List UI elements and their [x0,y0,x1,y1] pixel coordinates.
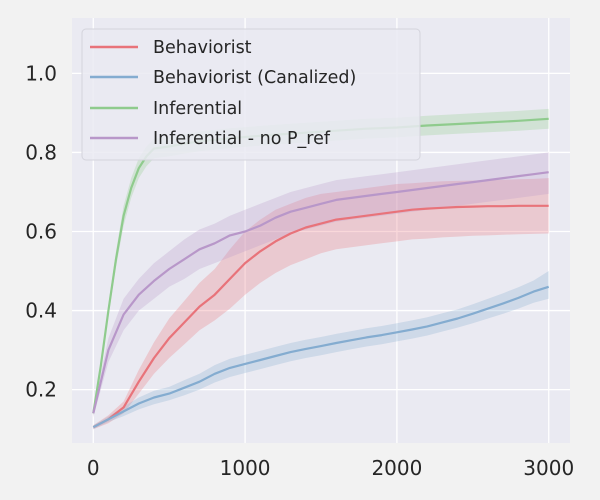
legend-box [81,28,421,161]
x-tick-label: 2000 [371,456,422,480]
series-line-inferential-no-p-ref [92,171,549,414]
legend-label-behaviorist: Behaviorist [153,38,252,58]
y-tick-label: 1.0 [25,61,57,85]
series-line-behaviorist [92,204,549,429]
band-behaviorist-canalized [93,271,549,430]
y-tick-label: 0.4 [25,299,57,323]
x-tick-label: 0 [87,456,100,480]
y-tick-label: 0.2 [25,378,57,402]
x-tick-label: 1000 [220,456,271,480]
y-axis-ticks: 0.2 0.4 0.6 0.8 1.0 [25,61,57,401]
x-axis-ticks: 0 1000 2000 3000 [87,456,574,480]
y-tick-label: 0.6 [25,219,57,243]
legend: Behaviorist Behaviorist (Canalized) Infe… [81,28,421,161]
series-line-behaviorist-canalized [92,285,550,429]
legend-label-inferential-no-pref: Inferential - no P_ref [153,129,331,149]
y-tick-label: 0.8 [25,140,57,164]
band-behaviorist [93,178,549,430]
x-tick-label: 3000 [523,456,574,480]
legend-label-inferential: Inferential [153,99,242,119]
legend-label-behaviorist-canalized: Behaviorist (Canalized) [153,68,356,88]
